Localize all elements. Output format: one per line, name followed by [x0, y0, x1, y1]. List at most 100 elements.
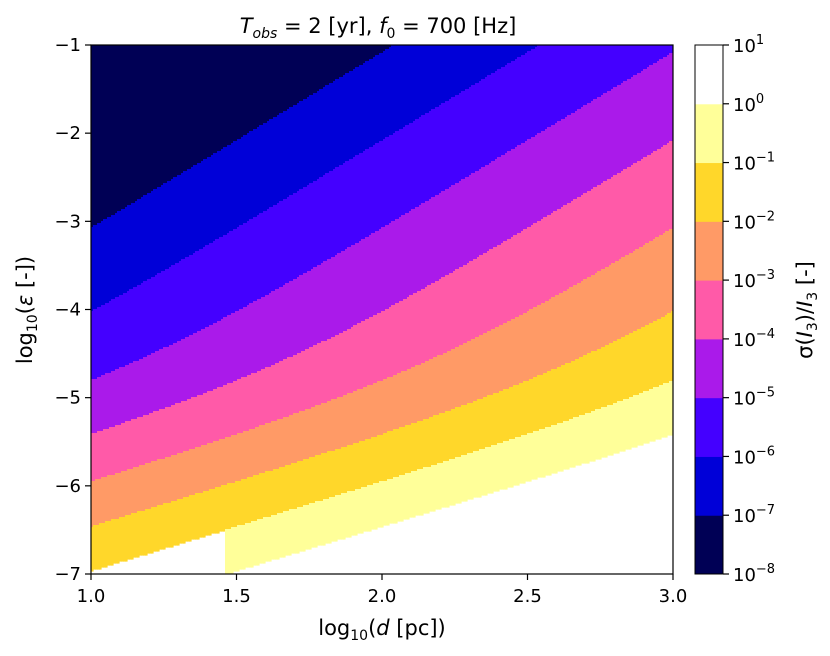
- contour-cell: [459, 181, 462, 268]
- contour-cell: [133, 361, 136, 420]
- contour-cell: [363, 441, 366, 488]
- contour-cell: [495, 71, 498, 160]
- contour-cell: [243, 223, 246, 308]
- contour-cell: [239, 525, 242, 570]
- contour-cell: [277, 513, 280, 560]
- contour-cell: [455, 347, 458, 408]
- contour-cell: [403, 45, 406, 128]
- contour-cell: [529, 227, 532, 310]
- contour-cell: [247, 305, 250, 376]
- contour-cell: [637, 329, 640, 396]
- contour-cell: [535, 377, 538, 432]
- contour-cell: [437, 195, 440, 282]
- contour-cell: [529, 379, 532, 434]
- contour-cell: [531, 225, 534, 310]
- contour-cell: [237, 525, 240, 572]
- contour-cell: [215, 45, 218, 154]
- contour-cell: [459, 267, 462, 346]
- contour-cell: [509, 63, 512, 152]
- contour-cell: [151, 461, 154, 508]
- contour-cell: [103, 375, 106, 430]
- contour-cell: [305, 505, 308, 550]
- contour-cell: [353, 245, 356, 326]
- contour-cell: [347, 329, 350, 394]
- contour-cell: [657, 149, 660, 238]
- contour-cell: [473, 45, 476, 86]
- contour-cell: [295, 193, 298, 280]
- contour-cell: [423, 363, 426, 420]
- contour-cell: [183, 497, 186, 544]
- contour-cell: [623, 257, 626, 338]
- contour-cell: [607, 267, 610, 346]
- colorbar-tick-label: 10−5: [733, 386, 775, 410]
- contour-cell: [607, 345, 610, 406]
- contour-cell: [237, 45, 240, 140]
- contour-cell: [129, 45, 132, 206]
- contour-cell: [345, 73, 348, 162]
- contour-cell: [517, 45, 520, 58]
- contour-cell: [437, 463, 440, 510]
- contour-cell: [103, 305, 106, 376]
- contour-cell: [609, 45, 612, 92]
- contour-cell: [181, 453, 184, 500]
- contour-cell: [479, 45, 482, 82]
- contour-cell: [335, 255, 338, 336]
- contour-cell: [259, 425, 262, 474]
- contour-cell: [313, 407, 316, 458]
- contour-cell: [575, 417, 578, 466]
- contour-cell: [125, 421, 128, 472]
- contour-cell: [345, 45, 348, 74]
- contour-cell: [353, 391, 356, 444]
- contour-cell: [135, 513, 138, 558]
- colorbar-tick-label: 10−8: [733, 562, 775, 586]
- contour-cell: [435, 107, 438, 196]
- contour-cell: [231, 231, 234, 314]
- contour-cell: [171, 501, 174, 548]
- contour-cell: [669, 313, 672, 382]
- contour-cell: [391, 431, 394, 480]
- contour-cell: [525, 313, 528, 382]
- contour-cell: [413, 471, 416, 518]
- contour-cell: [137, 361, 140, 418]
- contour-cell: [629, 253, 632, 334]
- contour-cell: [407, 425, 410, 474]
- contour-cell: [219, 151, 222, 238]
- contour-cell: [553, 211, 556, 298]
- contour-cell: [351, 245, 354, 328]
- contour-cell: [531, 45, 534, 50]
- contour-cell: [341, 397, 344, 448]
- contour-cell: [151, 191, 154, 278]
- contour-cell: [607, 179, 610, 268]
- contour-cell: [325, 453, 328, 500]
- contour-cell: [405, 299, 408, 372]
- contour-cell: [143, 357, 146, 416]
- contour-cell: [125, 365, 128, 422]
- contour-cell: [103, 45, 106, 220]
- contour-cell: [255, 373, 258, 428]
- contour-cell: [415, 293, 418, 366]
- contour-cell: [97, 307, 100, 378]
- contour-cell: [209, 391, 212, 444]
- contour-cell: [109, 373, 112, 428]
- contour-cell: [245, 223, 248, 308]
- contour-cell: [665, 231, 668, 316]
- contour-cell: [363, 45, 366, 64]
- contour-cell: [331, 399, 334, 452]
- contour-cell: [157, 45, 160, 188]
- contour-cell: [165, 503, 168, 548]
- contour-cell: [587, 45, 590, 104]
- contour-cell: [573, 417, 576, 468]
- contour-cell: [267, 423, 270, 472]
- contour-cell: [489, 395, 492, 448]
- contour-cell: [581, 281, 584, 358]
- contour-cell: [415, 365, 418, 424]
- contour-cell: [529, 139, 532, 228]
- contour-cell: [655, 151, 658, 238]
- contour-cell: [93, 309, 96, 380]
- contour-cell: [297, 507, 300, 554]
- contour-cell: [569, 203, 572, 288]
- contour-cell: [239, 225, 242, 310]
- contour-cell: [621, 45, 624, 84]
- contour-cell: [259, 45, 262, 126]
- contour-cell: [567, 289, 570, 364]
